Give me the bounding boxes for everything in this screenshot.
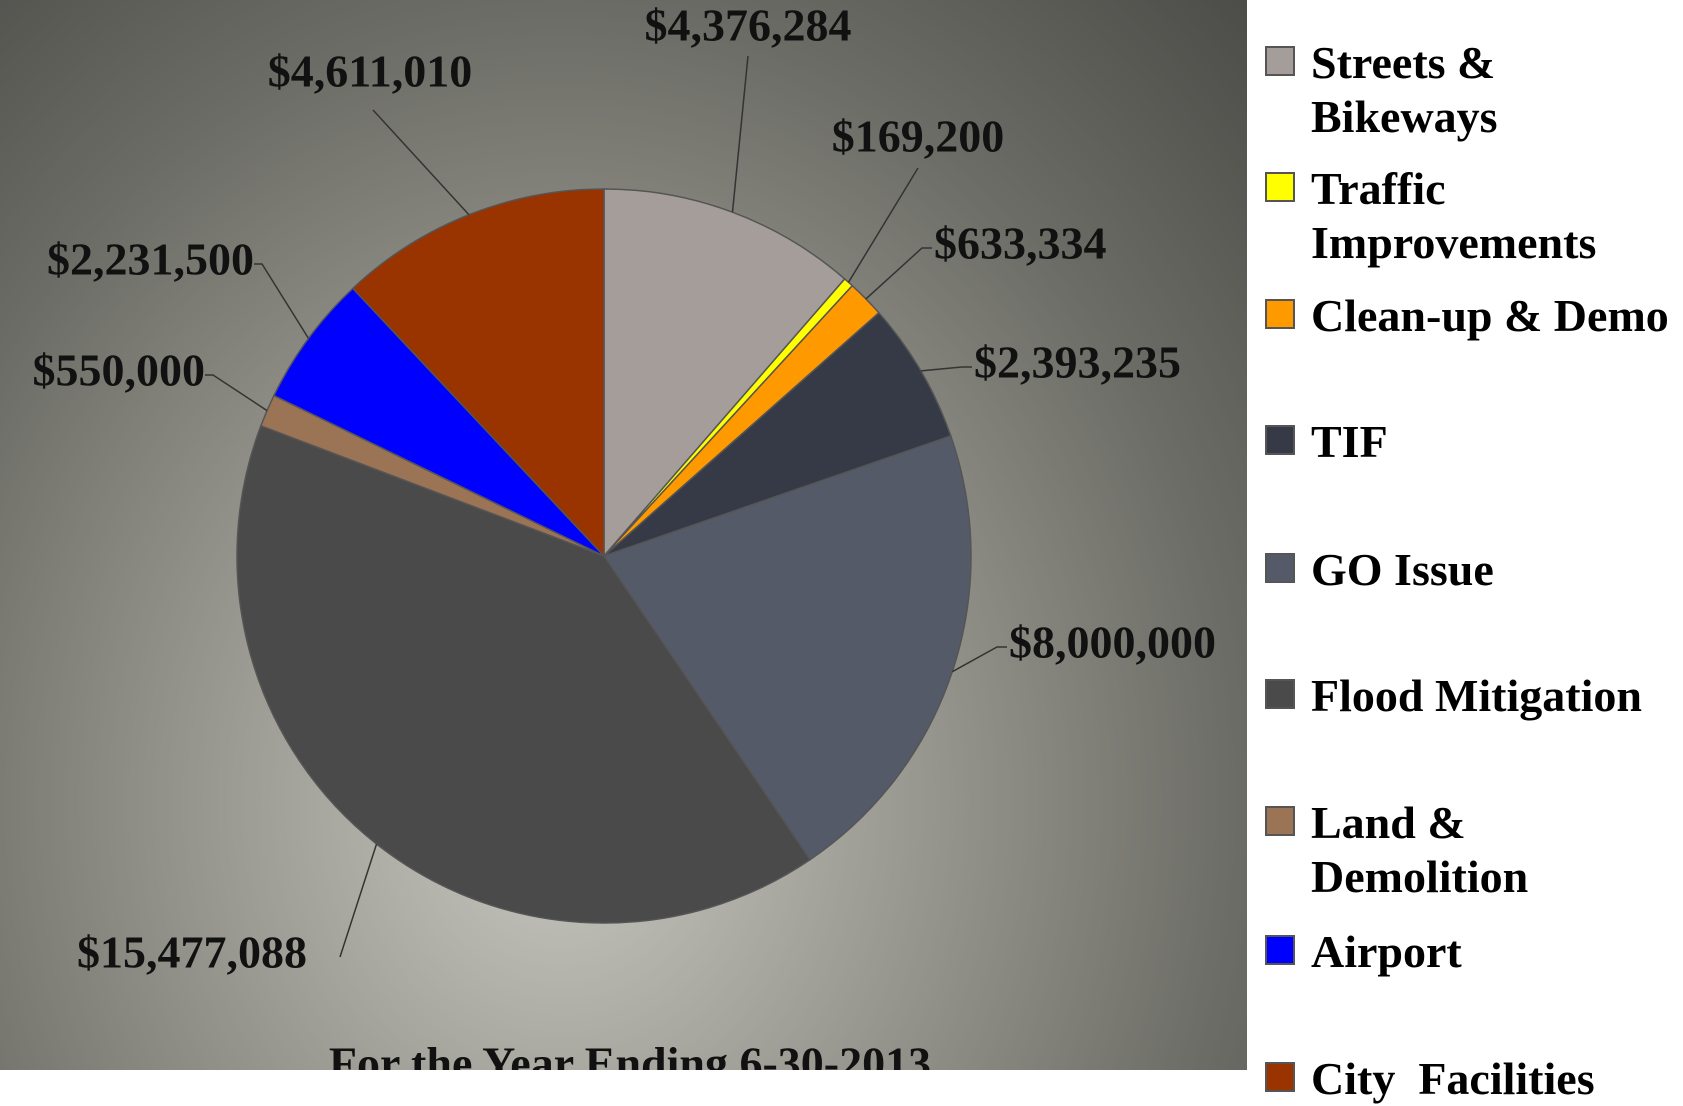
- legend-item: Clean-up & Demo: [1265, 289, 1673, 343]
- legend-swatch: [1265, 806, 1295, 836]
- legend-label: Traffic Improvements: [1311, 163, 1597, 268]
- legend-swatch: [1265, 299, 1295, 329]
- leader-line: [865, 247, 932, 300]
- data-label: $4,376,284: [645, 0, 852, 51]
- legend-label: Streets & Bikeways: [1311, 37, 1507, 142]
- legend-swatch: [1265, 553, 1295, 583]
- legend-item: Streets & Bikeways: [1265, 36, 1673, 144]
- leader-line: [920, 366, 972, 372]
- legend-label: City Facilities: [1311, 1053, 1595, 1104]
- leader-line: [339, 843, 378, 958]
- leader-line: [372, 109, 470, 216]
- data-label: $4,611,010: [268, 46, 472, 97]
- legend-item: Land & Demolition: [1265, 796, 1673, 904]
- leader-line: [951, 646, 1007, 673]
- pie-slice: [603, 311, 952, 557]
- legend-item: City Facilities: [1265, 1052, 1673, 1106]
- legend-swatch: [1265, 425, 1295, 455]
- data-label: $633,334: [934, 218, 1107, 269]
- legend-item: TIF: [1265, 415, 1673, 469]
- legend-item: Traffic Improvements: [1265, 162, 1673, 270]
- legend: Streets & Bikeways Traffic Improvements Cl…: [1265, 0, 1683, 1104]
- leader-line: [731, 55, 749, 213]
- chart-subtitle: For the Year Ending 6-30-2013: [329, 1038, 931, 1070]
- pie-slice: [272, 287, 605, 557]
- legend-item: GO Issue: [1265, 543, 1673, 597]
- legend-item: Flood Mitigation: [1265, 669, 1673, 723]
- pie-slice: [236, 424, 812, 924]
- pie-slice: [602, 435, 972, 861]
- data-label: $2,231,500: [47, 234, 254, 285]
- legend-swatch: [1265, 679, 1295, 709]
- legend-item: Airport: [1265, 925, 1673, 979]
- data-label: $550,000: [33, 345, 206, 396]
- legend-label: Land & Demolition: [1311, 797, 1529, 902]
- legend-label: Flood Mitigation: [1311, 670, 1642, 721]
- legend-label: GO Issue: [1311, 544, 1494, 595]
- legend-label: TIF: [1311, 416, 1388, 467]
- chart: For the Year Ending 6-30-2013 $4,376,284…: [33, 0, 1217, 1070]
- data-label: $8,000,000: [1009, 617, 1216, 668]
- legend-swatch: [1265, 172, 1295, 202]
- legend-swatch: [1265, 46, 1295, 76]
- data-label: $169,200: [832, 111, 1005, 162]
- leader-line: [847, 167, 919, 283]
- leader-line: [205, 374, 268, 412]
- legend-label: Airport: [1311, 926, 1462, 977]
- legend-swatch: [1265, 935, 1295, 965]
- data-label: $2,393,235: [974, 337, 1181, 388]
- legend-swatch: [1265, 1062, 1295, 1092]
- data-label: $15,477,088: [77, 927, 307, 978]
- leader-line: [254, 263, 310, 339]
- pie-slice: [603, 188, 846, 559]
- legend-label: Clean-up & Demo: [1311, 290, 1669, 341]
